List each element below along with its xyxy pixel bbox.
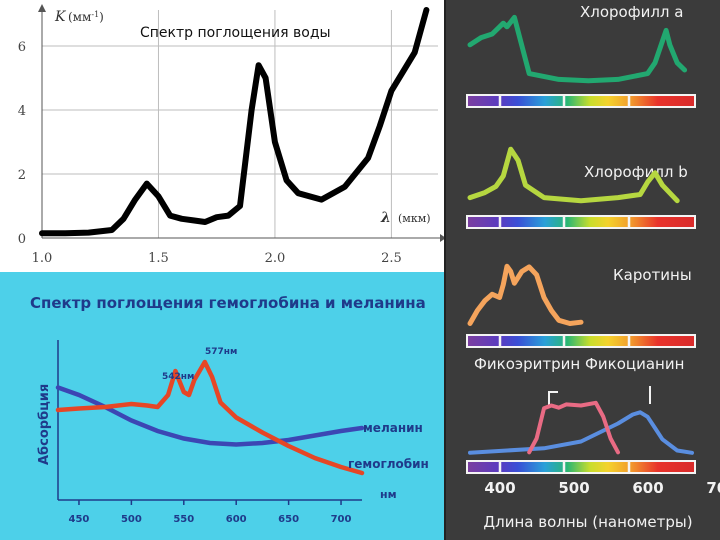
water-x-tick-2: 2.0 <box>265 251 286 266</box>
chlorophyll-a-label: Хлорофилл а <box>580 3 683 21</box>
chlorophyll-b-label: Хлорофилл b <box>584 163 688 181</box>
legend-melanin: меланин <box>363 421 423 435</box>
water-x-tick-3: 2.5 <box>381 251 402 266</box>
hemo-chart-title: Спектр поглощения гемоглобина и меланина <box>30 294 426 312</box>
wavelength-tick-3: 700 <box>706 479 720 497</box>
wavelength-tick-1: 500 <box>558 479 589 497</box>
wavelength-tick-2: 600 <box>632 479 663 497</box>
hemo-tick-labels: 450 500 550 600 650 700 <box>69 500 352 525</box>
hemo-x-tick-2: 550 <box>173 514 194 525</box>
phycobilin-label: Фикоэритрин Фикоцианин <box>474 355 684 373</box>
wavelength-axis-label: Длина волны (нанометры) <box>483 513 692 531</box>
hemo-y-axis-label: Абсорбция <box>37 384 52 465</box>
phycoerythrin-bracket <box>548 391 558 406</box>
hemo-x-axis-label: нм <box>380 488 397 501</box>
carotene-line <box>467 263 584 326</box>
water-x-tick-0: 1.0 <box>32 251 53 266</box>
hemo-annotation-542: 542нм <box>162 372 194 382</box>
water-y-tick-3: 6 <box>18 40 26 55</box>
phycobilin-spectrum-bar <box>468 462 694 472</box>
hemoglobin-line <box>55 359 365 476</box>
water-chart-background <box>0 0 445 272</box>
hemo-chart: Спектр поглощения гемоглобина и меланина… <box>0 272 445 540</box>
phycoerythrin-line <box>527 400 620 455</box>
hemo-x-tick-5: 700 <box>331 514 352 525</box>
water-y-tick-1: 2 <box>18 168 26 183</box>
hemo-annotation-577: 577нм <box>205 347 237 357</box>
water-y-axis-symbol: K <box>54 9 67 25</box>
water-y-axis-arrow <box>38 4 46 12</box>
water-tick-labels: 1.0 1.5 2.0 2.5 0 2 4 6 <box>18 40 402 266</box>
water-absorption-line <box>39 7 430 237</box>
pigment-panel: Хлорофилл а Хлорофилл b Каротины Фикоэри… <box>444 0 720 540</box>
hemo-x-tick-0: 450 <box>69 514 90 525</box>
water-chart-title: Спектр поглощения воды <box>140 25 331 41</box>
carotene-label: Каротины <box>613 266 692 284</box>
legend-hemoglobin: гемоглобин <box>348 457 429 471</box>
water-y-tick-2: 4 <box>18 104 26 119</box>
water-x-axis-arrow <box>440 234 446 242</box>
wavelength-tick-0: 400 <box>484 479 515 497</box>
water-x-axis-unit: (мкм) <box>398 212 431 225</box>
water-chart: 1.0 1.5 2.0 2.5 0 2 4 6 K (мм-1) Спектр поглоще… <box>0 0 446 272</box>
chlorophyll-b-spectrum-bar <box>468 217 694 227</box>
hemo-x-tick-4: 650 <box>278 514 299 525</box>
wavelength-tick-labels: 400 500 600 700 <box>484 479 720 497</box>
water-y-axis-unit: (мм-1) <box>68 10 104 25</box>
carotene-spectrum-bar <box>468 336 694 346</box>
hemo-x-tick-3: 600 <box>226 514 247 525</box>
water-x-tick-1: 1.5 <box>148 251 169 266</box>
chlorophyll-a-line <box>467 14 688 84</box>
spectrum-bars <box>466 94 696 474</box>
water-x-axis-symbol: λ <box>380 210 391 226</box>
water-y-tick-0: 0 <box>18 232 26 247</box>
chlorophyll-b-line <box>467 146 680 204</box>
hemo-x-tick-1: 500 <box>121 514 142 525</box>
chlorophyll-a-spectrum-bar <box>468 96 694 106</box>
phycocyanin-line <box>468 410 694 455</box>
